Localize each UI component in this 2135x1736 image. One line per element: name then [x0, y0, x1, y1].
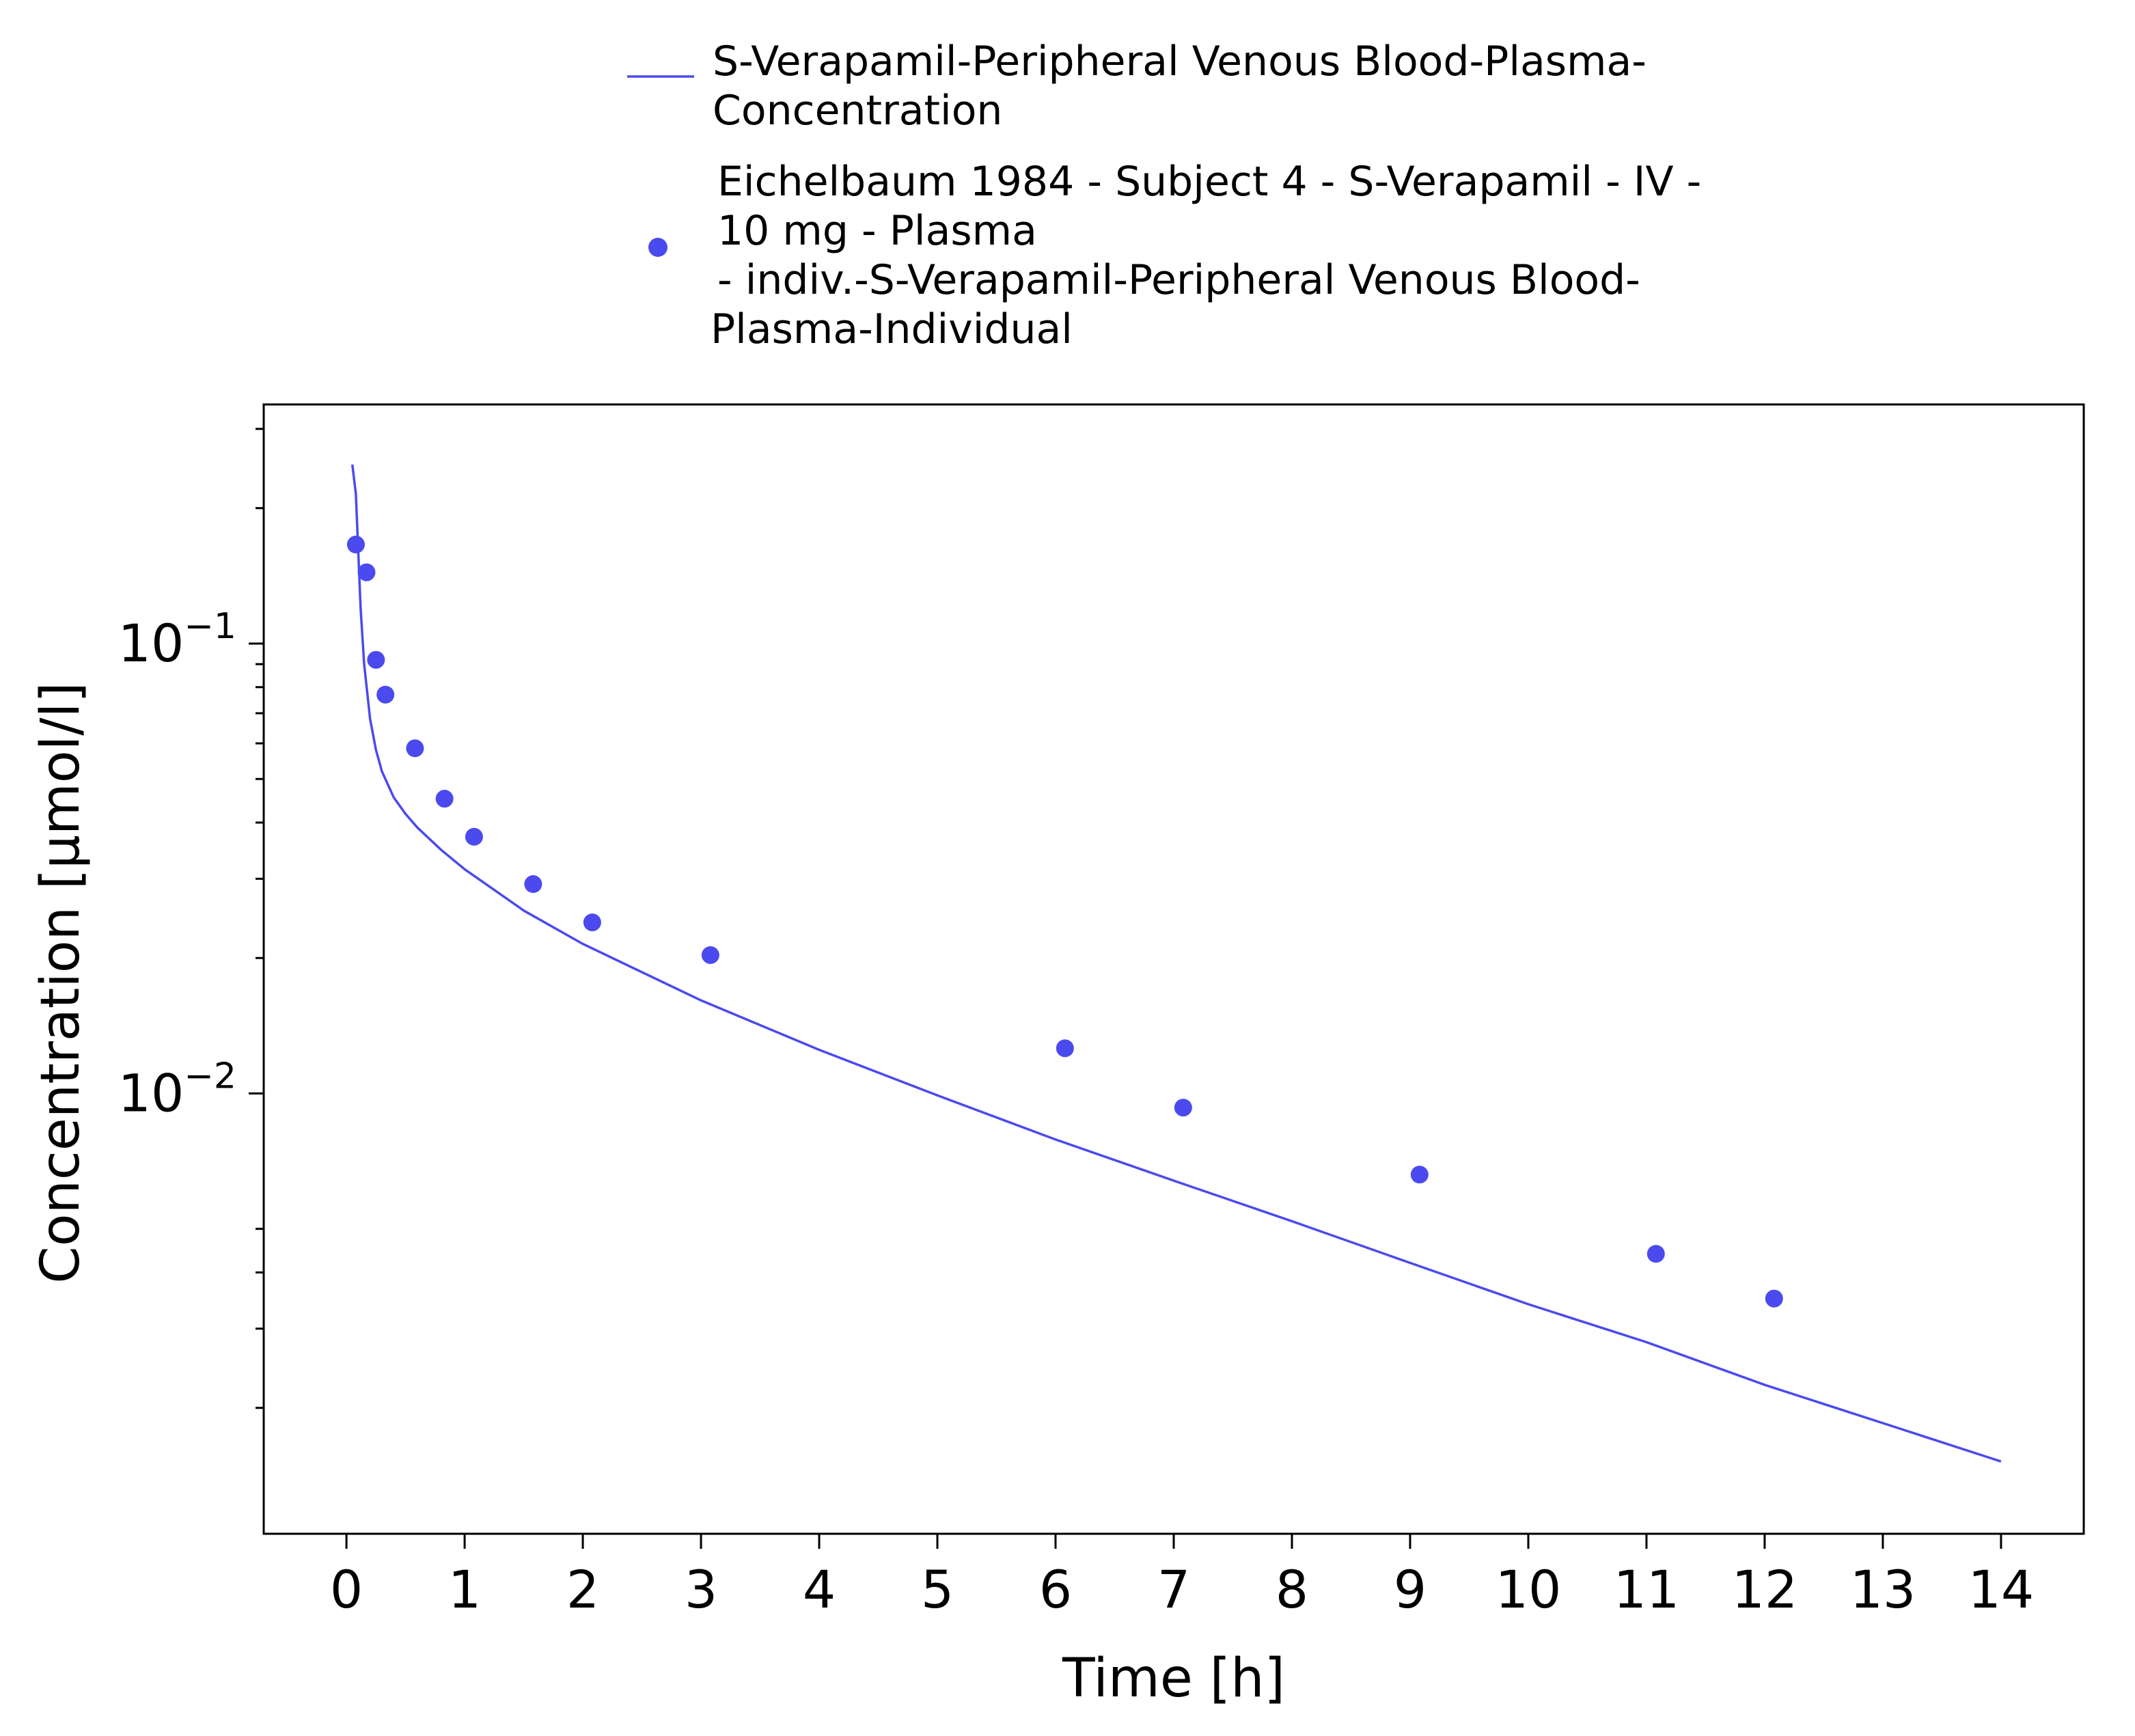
- y-tick-label: 10−1: [118, 606, 236, 674]
- legend-label-observed: Eichelbaum 1984 - Subject 4 - S-Verapami…: [717, 158, 1701, 206]
- x-tick-label: 7: [1157, 1559, 1190, 1620]
- legend-marker-observed: [648, 238, 667, 257]
- observed-data-point: [1765, 1289, 1783, 1308]
- observed-data-point: [367, 650, 385, 669]
- x-tick-label: 6: [1039, 1559, 1072, 1620]
- legend-label-simulation: Concentration: [713, 87, 1002, 135]
- legend-label-observed: - indiv.-S-Verapamil-Peripheral Venous B…: [717, 256, 1640, 304]
- observed-data-point: [524, 875, 542, 894]
- x-tick-label: 4: [803, 1559, 836, 1620]
- x-axis-title: Time [h]: [1062, 1648, 1285, 1709]
- x-axis: 0 1 2 3 4 5 6 7 8 9 10 11 12 13 14: [330, 1534, 2034, 1620]
- observed-data-point: [701, 946, 719, 964]
- observed-data-point: [1647, 1245, 1665, 1263]
- legend-label-observed: Plasma-Individual: [711, 305, 1073, 353]
- observed-data-point: [1174, 1099, 1192, 1117]
- observed-data-point: [357, 563, 376, 581]
- y-tick-label: 10−2: [118, 1056, 236, 1123]
- observed-data-point: [1056, 1039, 1074, 1058]
- y-axis: 10−1 10−2: [118, 428, 264, 1409]
- x-tick-label: 12: [1732, 1559, 1798, 1620]
- observed-data-point: [1410, 1166, 1429, 1184]
- x-tick-label: 10: [1496, 1559, 1562, 1620]
- observed-data-point: [465, 827, 483, 846]
- observed-data-point: [435, 790, 454, 808]
- x-tick-label: 9: [1394, 1559, 1427, 1620]
- simulation-line: [350, 464, 2002, 1463]
- legend-label-observed: 10 mg - Plasma: [717, 207, 1037, 255]
- series-layer: [346, 464, 2002, 1463]
- observed-data-point: [346, 536, 365, 554]
- x-tick-label: 14: [1968, 1559, 2035, 1620]
- y-axis-title: Concentration [µmol/l]: [30, 682, 92, 1283]
- observed-data-point: [376, 685, 395, 704]
- legend: S-Verapamil-Peripheral Venous Blood-Plas…: [627, 38, 1701, 353]
- x-tick-label: 11: [1614, 1559, 1680, 1620]
- x-tick-label: 3: [685, 1559, 717, 1620]
- x-tick-label: 1: [448, 1559, 481, 1620]
- x-tick-label: 5: [921, 1559, 954, 1620]
- x-tick-label: 8: [1276, 1559, 1308, 1620]
- x-tick-label: 2: [566, 1559, 599, 1620]
- observed-data-point: [406, 739, 424, 758]
- plot-area: [262, 403, 2085, 1535]
- legend-label-simulation: S-Verapamil-Peripheral Venous Blood-Plas…: [713, 38, 1647, 85]
- x-tick-label: 13: [1850, 1559, 1916, 1620]
- x-tick-label: 0: [330, 1559, 363, 1620]
- observed-data-point: [583, 913, 601, 932]
